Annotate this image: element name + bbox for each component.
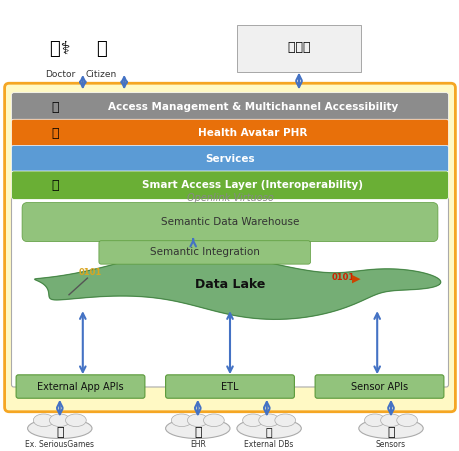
FancyBboxPatch shape (22, 202, 437, 242)
Text: 🎮: 🎮 (56, 426, 63, 439)
Ellipse shape (66, 414, 86, 427)
FancyBboxPatch shape (11, 93, 448, 121)
Text: 📡: 📡 (386, 426, 394, 439)
Text: Semantic Data Warehouse: Semantic Data Warehouse (161, 217, 298, 227)
Ellipse shape (242, 414, 263, 427)
Text: Openlink Virtuoso: Openlink Virtuoso (186, 193, 273, 203)
Text: Services: Services (205, 154, 254, 164)
Text: 👩: 👩 (95, 41, 106, 59)
Ellipse shape (203, 414, 224, 427)
Text: 🔒: 🔒 (51, 101, 59, 114)
Ellipse shape (358, 418, 422, 438)
FancyBboxPatch shape (16, 375, 145, 398)
Text: Sensor APIs: Sensor APIs (350, 382, 407, 391)
Ellipse shape (236, 418, 301, 438)
Text: Access Management & Multichannel Accessibility: Access Management & Multichannel Accessi… (108, 102, 397, 112)
FancyBboxPatch shape (165, 375, 294, 398)
Text: Health Avatar PHR: Health Avatar PHR (198, 128, 307, 138)
Ellipse shape (187, 414, 208, 427)
FancyBboxPatch shape (11, 197, 448, 387)
Text: 🏥: 🏥 (194, 426, 201, 439)
FancyBboxPatch shape (11, 119, 448, 147)
Text: ✨: ✨ (51, 179, 59, 192)
Ellipse shape (380, 414, 401, 427)
FancyBboxPatch shape (99, 241, 310, 264)
Text: EHR: EHR (190, 440, 205, 449)
Ellipse shape (50, 414, 70, 427)
Ellipse shape (28, 418, 92, 438)
Ellipse shape (171, 414, 192, 427)
Text: Doctor: Doctor (45, 70, 75, 79)
Ellipse shape (34, 414, 54, 427)
Text: External DBs: External DBs (244, 440, 293, 449)
FancyBboxPatch shape (11, 171, 448, 199)
Text: 0101: 0101 (78, 268, 101, 277)
Ellipse shape (165, 418, 230, 438)
Text: Semantic Integration: Semantic Integration (150, 248, 259, 258)
FancyBboxPatch shape (5, 83, 454, 412)
Text: 🗄️: 🗄️ (265, 428, 272, 438)
FancyBboxPatch shape (236, 25, 360, 72)
Text: External App APIs: External App APIs (37, 382, 123, 391)
Text: 0101: 0101 (330, 273, 354, 282)
Text: 🧍: 🧍 (51, 127, 59, 140)
FancyBboxPatch shape (314, 375, 443, 398)
Ellipse shape (396, 414, 417, 427)
Text: Data Lake: Data Lake (195, 278, 264, 291)
Text: ▶: ▶ (351, 273, 359, 283)
Text: 🖥️📱💻: 🖥️📱💻 (287, 41, 309, 54)
Text: Smart Access Layer (Interoperability): Smart Access Layer (Interoperability) (142, 180, 363, 190)
Text: Sensors: Sensors (375, 440, 405, 449)
Ellipse shape (274, 414, 295, 427)
Ellipse shape (258, 414, 279, 427)
Text: Citizen: Citizen (85, 70, 117, 79)
Text: 👨‍⚕️: 👨‍⚕️ (50, 41, 70, 59)
FancyBboxPatch shape (11, 145, 448, 172)
Text: ETL: ETL (221, 382, 238, 391)
Polygon shape (34, 249, 440, 319)
Ellipse shape (364, 414, 385, 427)
Text: Ex. SeriousGames: Ex. SeriousGames (25, 440, 94, 449)
